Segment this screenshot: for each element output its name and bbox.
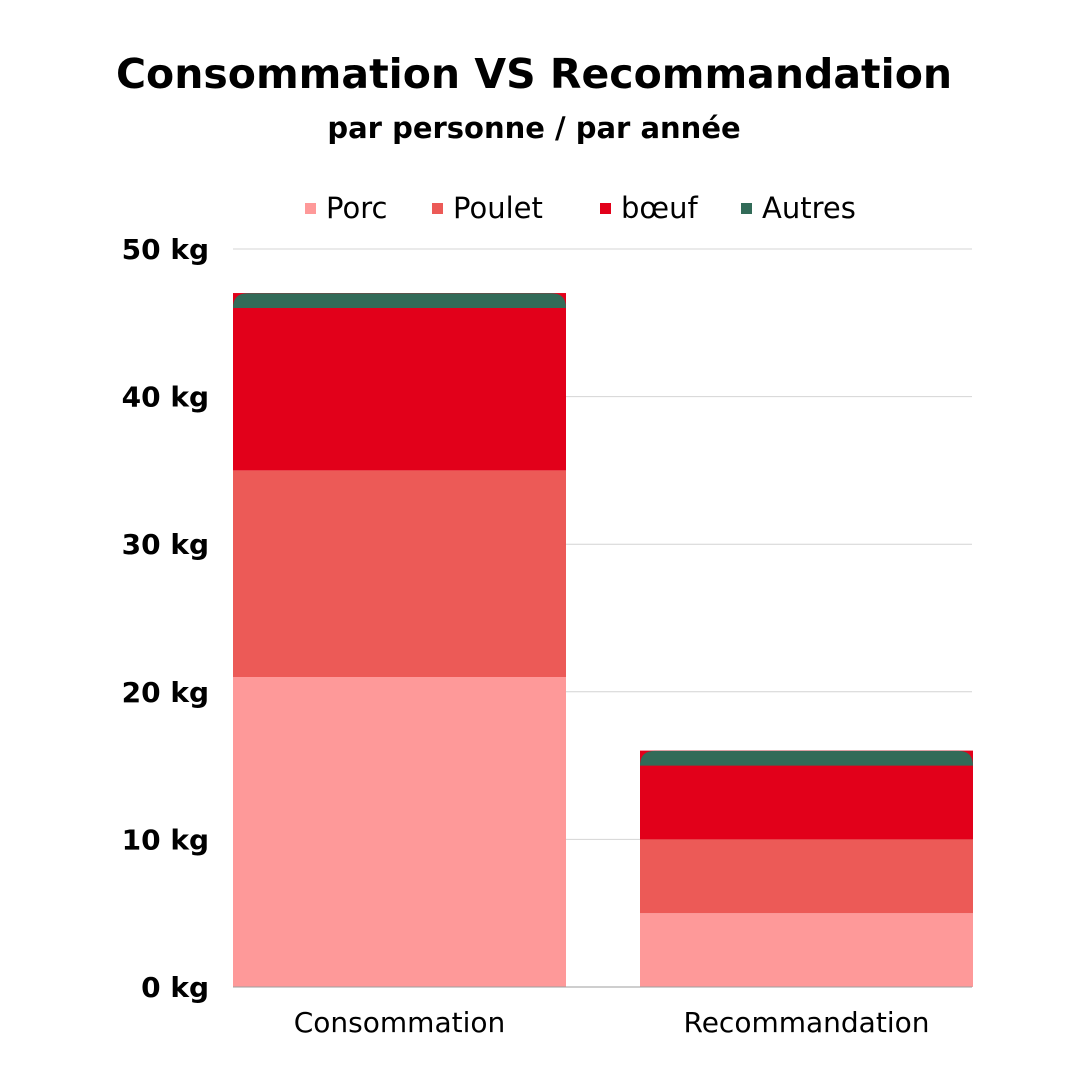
legend-swatch-boeuf: [600, 202, 611, 214]
y-tick-label-10: 10 kg: [122, 823, 209, 856]
y-tick-label-30: 30 kg: [122, 528, 209, 561]
legend-label-porc: Porc: [326, 191, 388, 225]
x-category-label-recommandation: Recommandation: [684, 1006, 930, 1039]
legend-item-boeuf: bœuf: [600, 186, 698, 230]
y-tick-label-20: 20 kg: [122, 676, 209, 709]
bars: [233, 293, 973, 987]
y-tick-label-50: 50 kg: [122, 233, 209, 266]
legend-label-poulet: Poulet: [453, 191, 543, 225]
legend-item-porc: Porc: [305, 186, 387, 230]
bar-recommandation-porc: [640, 913, 973, 987]
y-tick-label-40: 40 kg: [122, 381, 209, 414]
legend-swatch-poulet: [432, 202, 443, 214]
bar-recommandation-autres: [640, 750, 973, 766]
legend-item-autres: Autres: [741, 186, 856, 230]
legend-swatch-porc: [305, 202, 316, 214]
chart-subtitle: par personne / par année: [327, 111, 741, 145]
chart-legend: Porc Poulet bœuf Autres: [0, 186, 1080, 230]
bar-consommation-porc: [233, 677, 566, 987]
bar-consommation-autres: [233, 293, 566, 309]
legend-label-boeuf: bœuf: [621, 191, 698, 225]
legend-item-poulet: Poulet: [432, 186, 543, 230]
legend-label-autres: Autres: [762, 191, 856, 225]
bar-recommandation-poulet: [640, 839, 973, 914]
chart-title: Consommation VS Recommandation: [115, 50, 953, 98]
legend-swatch-autres: [741, 202, 752, 214]
axes: 0 kg 10 kg 20 kg 30 kg 40 kg 50 kg Consommatio…: [122, 233, 972, 1039]
bar-consommation-boeuf: [233, 293, 566, 471]
x-category-label-consommation: Consommation: [294, 1006, 506, 1039]
bar-consommation-poulet: [233, 470, 566, 678]
y-tick-label-0: 0 kg: [141, 971, 209, 1004]
